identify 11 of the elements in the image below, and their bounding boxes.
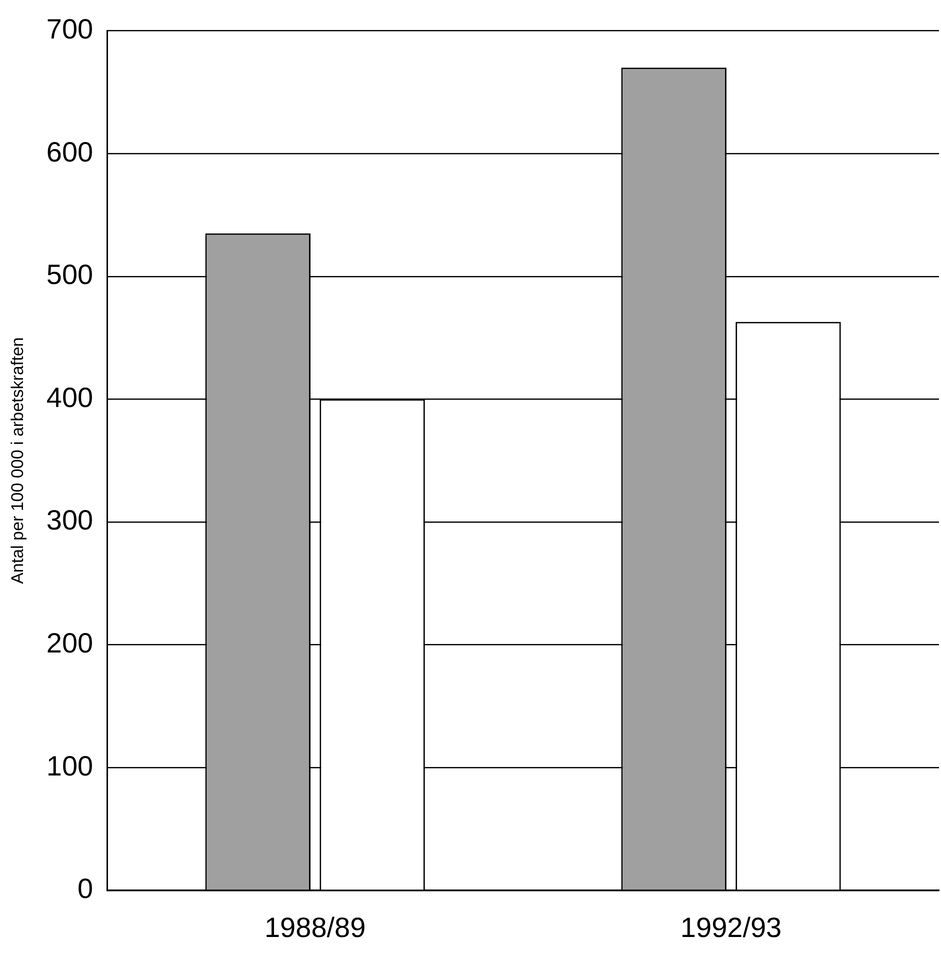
y-tick-label: 0 <box>78 873 94 904</box>
y-axis-title: Antal per 100 000 i arbetskraften <box>8 337 27 584</box>
y-tick-label: 500 <box>46 259 94 290</box>
x-tick-label: 1988/89 <box>264 912 366 943</box>
x-tick-label: 1992/93 <box>680 912 782 943</box>
y-tick-label: 100 <box>46 750 94 782</box>
y-tick-label: 600 <box>46 136 94 168</box>
y-tick-label: 200 <box>46 628 94 659</box>
y-tick-label: 700 <box>46 14 94 45</box>
y-tick-label: 400 <box>46 382 94 413</box>
y-tick-label: 300 <box>46 504 94 536</box>
